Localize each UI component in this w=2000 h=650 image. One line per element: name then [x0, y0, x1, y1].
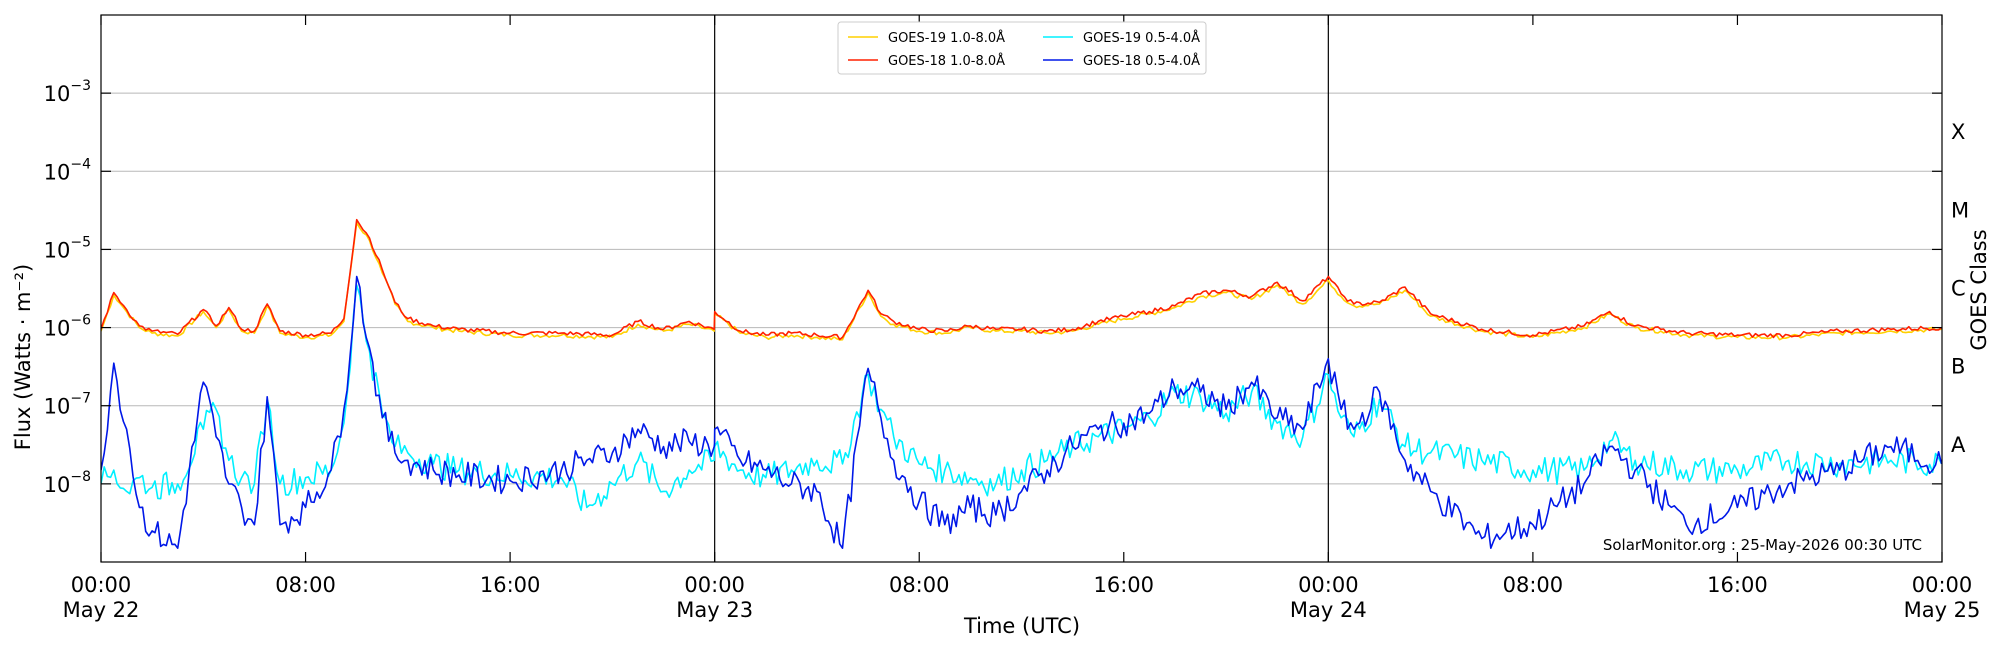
y-tick-exponent: −8	[70, 469, 91, 485]
y-axis-label: Flux (Watts · m⁻²)	[11, 264, 35, 450]
x-tick-date-label: May 25	[1904, 598, 1981, 622]
legend-box	[837, 21, 1207, 75]
y-tick-exponent: −4	[70, 156, 91, 172]
x-axis-label: Time (UTC)	[963, 614, 1080, 638]
legend-label: GOES-18 0.5-4.0Å	[1083, 53, 1200, 69]
x-tick-label: 08:00	[889, 573, 950, 597]
credit-text: SolarMonitor.org : 25-May-2026 00:30 UTC	[1603, 536, 1922, 554]
x-tick-label: 16:00	[1094, 573, 1155, 597]
x-tick-label: 16:00	[1707, 573, 1768, 597]
x-tick-label: 00:00	[71, 573, 132, 597]
plot-frame	[100, 14, 1943, 563]
series-line-1	[101, 218, 1942, 341]
series-line-0	[101, 221, 1942, 341]
goes-class-label: B	[1951, 355, 1965, 379]
goes-class-labels: A B C M X	[1951, 120, 1969, 457]
y-tick-exponent: −5	[70, 234, 91, 250]
legend-label: GOES-19 0.5-4.0Å	[1083, 30, 1200, 46]
legend: GOES-19 1.0-8.0Å GOES-19 0.5-4.0Å GOES-18 …	[837, 21, 1207, 75]
series-layer	[101, 218, 1942, 549]
series-line-3	[101, 275, 1942, 549]
x-tick-date-label: May 23	[676, 598, 753, 622]
x-tick-label: 00:00	[1298, 573, 1359, 597]
legend-label: GOES-19 1.0-8.0Å	[888, 30, 1005, 46]
gridlines	[101, 92, 1942, 485]
legend-label: GOES-18 1.0-8.0Å	[888, 53, 1005, 69]
goes-class-label: A	[1951, 433, 1966, 457]
x-tick-label: 00:00	[684, 573, 745, 597]
day-boundary-lines	[714, 15, 1329, 562]
y-tick-exponent: −3	[70, 78, 91, 94]
x-tick-date-label: May 22	[63, 598, 140, 622]
goes-class-label: X	[1951, 120, 1965, 144]
x-tick-label: 08:00	[1503, 573, 1564, 597]
series-line-2	[101, 284, 1942, 512]
x-tick-label: 00:00	[1912, 573, 1973, 597]
y-tick-label: 10−7	[44, 391, 91, 419]
x-tick-label: 08:00	[275, 573, 336, 597]
y2-axis-label: GOES Class	[1967, 229, 1991, 350]
x-tick-date-label: May 24	[1290, 598, 1367, 622]
goes-class-label: M	[1951, 198, 1969, 222]
y-tick-exponent: −7	[70, 391, 91, 407]
x-tick-label: 16:00	[480, 573, 541, 597]
y-tick-exponent: −6	[70, 313, 91, 329]
goes-class-label: C	[1951, 277, 1966, 301]
